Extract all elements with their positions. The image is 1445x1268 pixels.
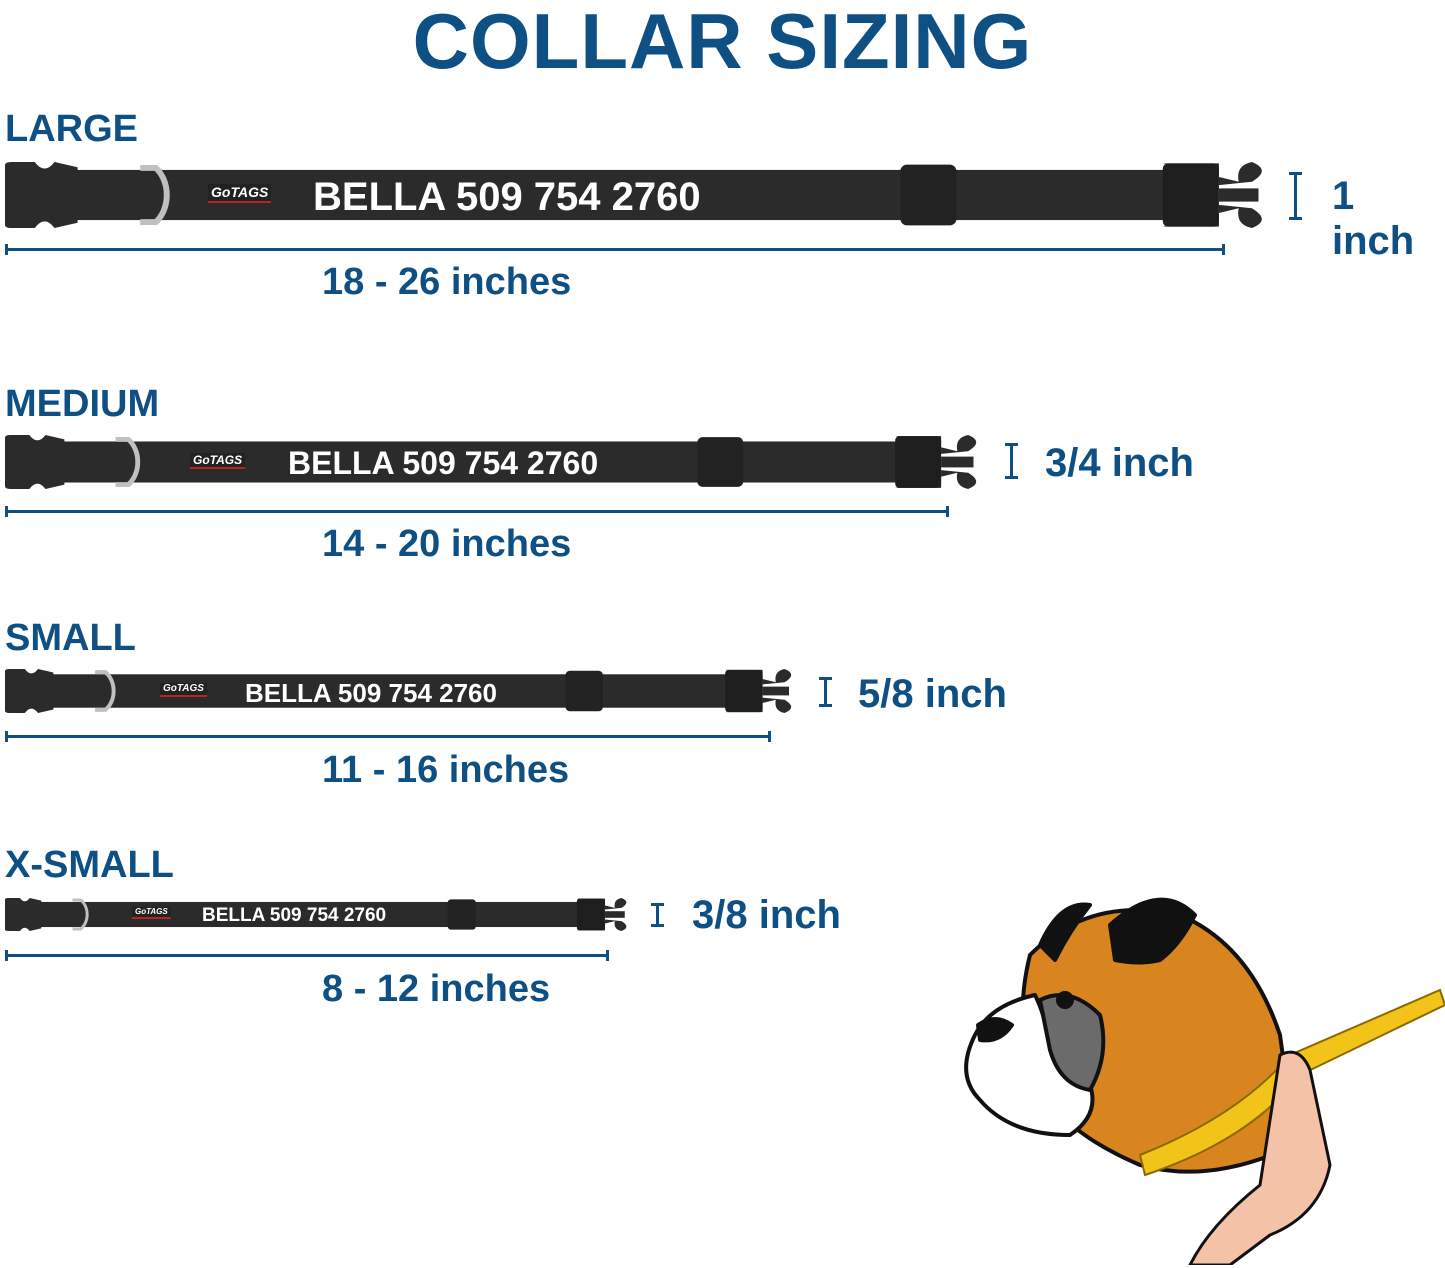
size-label-medium: MEDIUM [5,383,160,425]
length-line [5,950,609,961]
collar-graphic [5,435,977,489]
d-ring-front [140,164,170,226]
brand-logo: GoTAGS [190,453,246,470]
male-buckle-body [1162,163,1219,227]
slide-keeper [565,670,603,712]
female-buckle [5,435,65,489]
slide-keeper [900,164,957,226]
collar-graphic [5,898,627,931]
collar-strap [37,441,901,483]
female-buckle [5,898,42,931]
d-ring-front [72,898,89,931]
collar-strap [24,901,581,928]
width-label-small: 5/8 inch [858,672,1007,716]
brand-logo: GoTAGS [132,907,171,919]
brand-logo: GoTAGS [160,683,207,697]
page-title: COLLAR SIZING [412,0,1033,85]
width-label-x-small: 3/8 inch [692,893,841,937]
collar-strap [31,674,730,708]
buckle-prong [762,686,789,696]
dog-ear-back [1038,902,1092,962]
range-label-medium: 14 - 20 inches [322,523,572,565]
width-label-large: 1 inch [1332,174,1415,263]
boxer-dog-measuring-illustration [964,897,1445,1265]
length-line [5,244,1225,255]
collar-graphic [5,669,792,713]
size-label-large: LARGE [5,108,138,150]
d-ring-front [115,437,141,487]
dog-ear [1108,897,1197,965]
collar-name-text: BELLA 509 754 2760 [288,445,599,481]
buckle-prong [1218,188,1259,202]
width-indicator [819,677,832,707]
width-indicator [1289,172,1302,220]
width-indicator [1005,443,1018,479]
range-label-large: 18 - 26 inches [322,261,572,303]
buckle-prong [941,456,974,468]
size-label-x-small: X-SMALL [5,844,174,886]
collar-name-text: BELLA 509 754 2760 [245,678,497,708]
length-line [5,506,949,517]
range-label-x-small: 8 - 12 inches [322,968,551,1010]
male-buckle-body [725,669,763,713]
male-buckle-body [895,436,942,488]
male-buckle-body [576,898,605,931]
size-label-small: SMALL [5,617,136,659]
hand [1188,1050,1332,1265]
buckle-prong [604,911,625,918]
brand-logo: GoTAGS [208,184,272,203]
female-buckle [5,669,54,713]
collar-name-text: BELLA 509 754 2760 [313,175,701,219]
range-label-small: 11 - 16 inches [322,749,570,791]
collar-graphic [5,162,1262,228]
female-buckle [5,162,78,228]
slide-keeper [447,899,476,930]
length-line [5,731,771,742]
collar-name-text: BELLA 509 754 2760 [202,905,387,926]
d-ring-front [95,670,116,712]
width-label-medium: 3/4 inch [1045,441,1194,485]
slide-keeper [697,437,744,487]
dog-nose [976,1017,1014,1043]
width-indicator [651,903,664,927]
dog-eye [1056,991,1074,1009]
